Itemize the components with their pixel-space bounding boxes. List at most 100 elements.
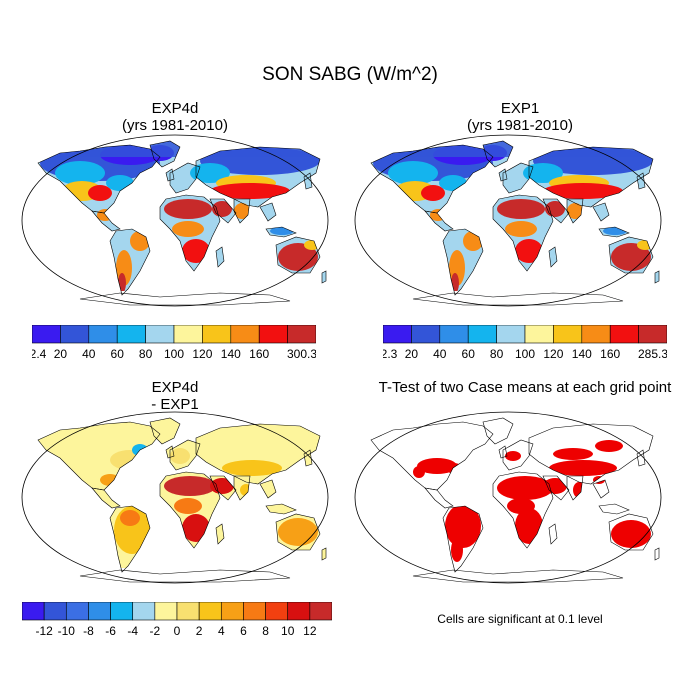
coastline-arabia	[209, 198, 237, 224]
colorbar-box	[60, 325, 90, 344]
colorbar-label: 80	[139, 347, 153, 361]
coastline-greenland	[482, 417, 514, 445]
panel-title-ttest: T-Test of two Case means at each grid po…	[378, 379, 672, 396]
coastline-madag	[215, 523, 225, 545]
coastline-asia	[528, 423, 654, 485]
colorbar-label: -12	[35, 624, 53, 638]
value-cell-region	[388, 161, 438, 185]
coastline-india	[566, 198, 584, 224]
significant-cells	[549, 460, 617, 476]
significant-cells	[413, 466, 425, 478]
value-cell-region	[210, 183, 290, 199]
coastline-indo	[265, 503, 297, 515]
coastline-indo	[598, 503, 630, 515]
colorbar-label: 160	[249, 347, 269, 361]
value-cell-region	[523, 163, 563, 183]
coastline-na	[370, 144, 494, 214]
coastline-aus	[608, 236, 654, 274]
panel-title-line: EXP4d	[151, 100, 199, 117]
value-cell-region	[212, 201, 232, 217]
coastline-uk	[165, 168, 175, 182]
coastline-madag	[548, 523, 558, 545]
coastline-aus	[275, 513, 321, 551]
colorbar-box	[132, 602, 156, 621]
colorbar-label: 160	[600, 347, 620, 361]
colorbar-exp1: 2.3 20 40 60 80 100 120 140 160 285.3	[383, 325, 667, 361]
colorbar-label: 100	[164, 347, 184, 361]
coastline-nz	[654, 270, 660, 284]
colorbar-difference: -12 -10 -8 -6 -4 -2 0 2 4 6 8 10 12	[22, 602, 332, 638]
coastline-uk	[498, 445, 508, 459]
coastline-ca	[91, 487, 121, 509]
coastline-af	[492, 471, 554, 549]
colorbar-label: 140	[221, 347, 241, 361]
value-cell-region	[421, 185, 445, 201]
coastline-madag	[215, 246, 225, 268]
colorbar-label: 40	[433, 347, 447, 361]
colorbar-box	[287, 602, 311, 621]
coastline-ca	[424, 487, 454, 509]
coastline-india	[233, 198, 251, 224]
coastline-ca	[424, 210, 454, 232]
value-cell-region	[611, 243, 651, 271]
colorbar-label: -6	[105, 624, 116, 638]
value-cell-region	[505, 221, 537, 237]
colorbar-box	[145, 325, 175, 344]
map-border	[21, 134, 329, 307]
coastline-sa	[109, 505, 151, 573]
significant-cells	[497, 476, 553, 500]
coastline-japan	[303, 172, 313, 190]
colorbar-box	[173, 325, 203, 344]
colorbar-box	[198, 602, 222, 621]
colorbar-label: 4	[218, 624, 225, 638]
coastline-na	[37, 144, 161, 214]
coastline-sa	[442, 505, 484, 573]
diff-cell-region	[174, 498, 202, 514]
coastline-eu	[169, 439, 201, 471]
coastline-seasia	[592, 202, 610, 222]
colorbar-box	[116, 325, 146, 344]
coastline-india	[233, 475, 251, 501]
colorbar-box	[258, 325, 288, 344]
value-cell-region	[278, 243, 318, 271]
coastline-sa	[109, 228, 151, 296]
colorbar-box	[202, 325, 232, 344]
colorbar-label: 120	[543, 347, 563, 361]
panel-title-exp4d: EXP4d (yrs 1981-2010)	[40, 100, 310, 134]
map-difference	[21, 411, 329, 584]
coastline-madag	[548, 246, 558, 268]
colorbar-box	[243, 602, 266, 621]
coastline-nz	[321, 270, 327, 284]
colorbar-box	[230, 325, 260, 344]
diff-cell-region	[222, 460, 282, 476]
coastline-aus	[275, 236, 321, 274]
colorbar-box	[411, 325, 441, 344]
colorbar-label: 80	[490, 347, 504, 361]
value-cell-region	[182, 239, 210, 263]
colorbar-label: 8	[262, 624, 269, 638]
coastline-arabia	[542, 475, 570, 501]
significant-cells	[553, 448, 593, 460]
coastline-asia	[528, 146, 654, 208]
colorbar-label: 6	[240, 624, 247, 638]
panel-subtitle-line: (yrs 1981-2010)	[467, 117, 573, 134]
figure-title: SON SABG (W/m^2)	[262, 64, 438, 85]
colorbar-box	[439, 325, 469, 344]
coastline-uk	[165, 445, 175, 459]
map-border	[354, 134, 662, 307]
colorbar-box	[154, 602, 178, 621]
value-cell-region	[567, 203, 583, 219]
diff-cell-region	[200, 426, 320, 466]
colorbar-label: 2.4	[32, 347, 47, 361]
colorbar-label: 60	[462, 347, 476, 361]
colorbar-box	[581, 325, 611, 344]
significant-cells	[451, 538, 463, 562]
coastline-uk	[498, 168, 508, 182]
coastline-india	[566, 475, 584, 501]
coastline-ant	[79, 292, 291, 306]
coastline-seasia	[592, 479, 610, 499]
coastline-arabia	[542, 198, 570, 224]
colorbar-box	[176, 602, 200, 621]
coastline-asia	[195, 146, 321, 208]
significance-note: Cells are significant at 0.1 level	[437, 612, 603, 626]
